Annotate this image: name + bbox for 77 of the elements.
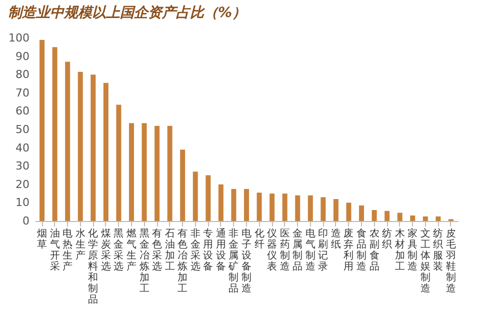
bar bbox=[270, 194, 275, 221]
x-tick-label: 石油加工 bbox=[164, 228, 175, 272]
x-tick-label: 专用设备 bbox=[203, 228, 214, 272]
x-tick-label: 非金采选 bbox=[190, 228, 200, 272]
bar bbox=[410, 216, 416, 221]
x-tick-label: 废弃利用 bbox=[344, 228, 354, 272]
x-tick-label: 煤炭采选 bbox=[100, 228, 111, 272]
x-tick-label: 文工体娱制造 bbox=[420, 228, 430, 294]
bar bbox=[256, 192, 262, 221]
x-tick-label: 油气开采 bbox=[50, 228, 60, 272]
bar bbox=[40, 40, 45, 221]
x-tick-label: 黑金冶炼加工 bbox=[139, 228, 150, 294]
bar bbox=[333, 199, 338, 221]
y-tick-label: 10 bbox=[16, 196, 30, 210]
bar bbox=[397, 212, 402, 221]
bar bbox=[244, 188, 249, 221]
x-tick-label: 化学原料和制品 bbox=[88, 228, 98, 306]
bar bbox=[320, 197, 326, 221]
bar bbox=[206, 175, 211, 221]
bar bbox=[218, 184, 224, 221]
x-tick-label: 纺织 bbox=[382, 228, 392, 250]
x-tick-label: 木材加工 bbox=[394, 228, 405, 272]
bar bbox=[359, 205, 364, 221]
x-tick-label: 燃气生产 bbox=[126, 228, 136, 272]
x-tick-label: 造纸 bbox=[330, 228, 341, 250]
y-tick-label: 20 bbox=[16, 178, 30, 191]
y-tick-label: 0 bbox=[22, 214, 30, 228]
bar bbox=[65, 62, 70, 221]
x-tick-label: 农副食品 bbox=[369, 228, 380, 272]
bar bbox=[295, 195, 300, 221]
x-tick-label: 纺织服装 bbox=[433, 228, 444, 272]
bar bbox=[116, 104, 122, 221]
y-tick-label: 70 bbox=[16, 86, 30, 100]
y-tick-label: 40 bbox=[16, 141, 30, 154]
x-tick-label: 印刷记录 bbox=[318, 228, 328, 272]
x-tick-label: 家具制造 bbox=[408, 228, 418, 272]
x-tick-label: 烟草 bbox=[37, 228, 48, 250]
bar bbox=[78, 72, 83, 221]
bar bbox=[142, 123, 147, 221]
bar bbox=[180, 150, 186, 221]
bar bbox=[52, 47, 58, 221]
x-tick-label: 电热生产 bbox=[62, 228, 73, 272]
chart-title: 制造业中规模以上国企资产占比（%） bbox=[8, 4, 246, 21]
bar bbox=[103, 82, 108, 221]
x-tick-label: 仪器仪表 bbox=[267, 228, 278, 272]
bar bbox=[154, 126, 160, 221]
y-tick-label: 60 bbox=[16, 104, 30, 118]
y-tick-label: 100 bbox=[8, 32, 30, 44]
y-tick-label: 50 bbox=[16, 123, 30, 136]
x-tick-label: 有色采选 bbox=[152, 228, 162, 272]
bar bbox=[90, 74, 96, 221]
x-tick-label: 有色冶炼加工 bbox=[178, 228, 188, 294]
bar bbox=[436, 216, 441, 221]
x-tick-label: 皮毛羽鞋制造 bbox=[446, 228, 456, 294]
bar bbox=[346, 202, 352, 221]
y-tick-label: 80 bbox=[16, 68, 30, 82]
x-tick-label: 化纤 bbox=[254, 228, 264, 250]
x-tick-label: 医药制造 bbox=[280, 228, 290, 272]
x-tick-label: 食品制造 bbox=[356, 228, 367, 272]
bar bbox=[192, 172, 198, 221]
bar bbox=[372, 210, 377, 221]
x-tick-label: 非金属矿制品 bbox=[228, 228, 239, 294]
bar bbox=[282, 194, 288, 221]
bar bbox=[128, 123, 134, 221]
bar bbox=[231, 188, 236, 221]
x-tick-label: 水生产 bbox=[75, 228, 86, 262]
bar bbox=[422, 216, 428, 221]
bar bbox=[308, 195, 313, 221]
x-tick-label: 金属制品 bbox=[292, 228, 303, 272]
x-tick-label: 电气制造 bbox=[305, 228, 316, 272]
y-tick-label: 30 bbox=[16, 160, 30, 173]
bar bbox=[384, 210, 390, 221]
bar bbox=[167, 126, 172, 221]
x-tick-label: 电子设备制造 bbox=[242, 228, 252, 294]
y-tick-label: 90 bbox=[16, 50, 30, 63]
x-tick-label: 黑金采选 bbox=[114, 228, 124, 272]
x-tick-label: 通用设备 bbox=[216, 228, 226, 272]
